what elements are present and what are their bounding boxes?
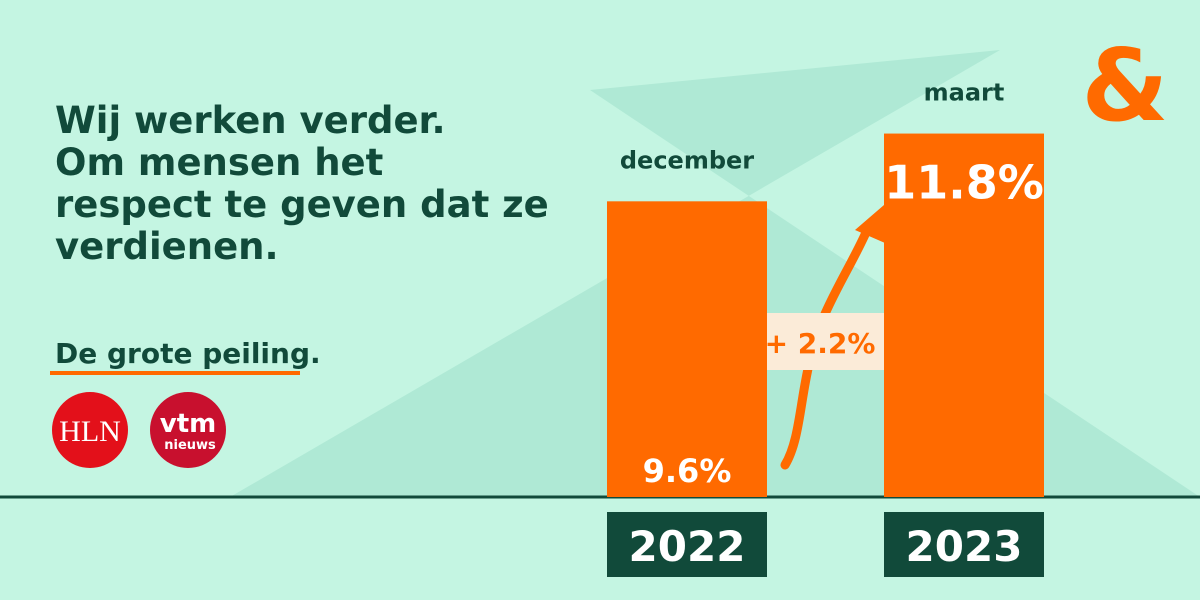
x-tick-label: 2022 xyxy=(629,522,746,571)
year-box xyxy=(607,512,767,577)
vtm-logo xyxy=(150,392,226,468)
vtm-logo-text: vtm xyxy=(160,409,216,439)
change-arrow-head xyxy=(855,205,885,243)
headline-line: Om mensen het xyxy=(55,141,383,184)
hln-logo xyxy=(52,392,128,468)
bar xyxy=(607,201,767,497)
brand-logo: & xyxy=(1081,27,1168,144)
period-label: maart xyxy=(924,79,1005,107)
headline-line: respect te geven dat ze xyxy=(55,183,549,226)
bar xyxy=(884,133,1044,497)
period-label: december xyxy=(620,146,754,174)
change-box xyxy=(755,313,885,370)
headline-line: verdienen. xyxy=(55,225,279,268)
headline-line: Wij werken verder. xyxy=(55,99,446,142)
year-box xyxy=(884,512,1044,577)
vtm-logo-subtext: nieuws xyxy=(164,438,216,453)
change-label: + 2.2% xyxy=(765,327,876,360)
subtitle: De grote peiling. xyxy=(55,337,321,370)
x-tick-label: 2023 xyxy=(906,522,1023,571)
hln-logo-text: HLN xyxy=(59,415,121,448)
headline: Wij werken verder. Om mensen het respect… xyxy=(55,99,549,268)
value-label: 11.8% xyxy=(884,156,1044,210)
value-label: 9.6% xyxy=(643,452,732,490)
